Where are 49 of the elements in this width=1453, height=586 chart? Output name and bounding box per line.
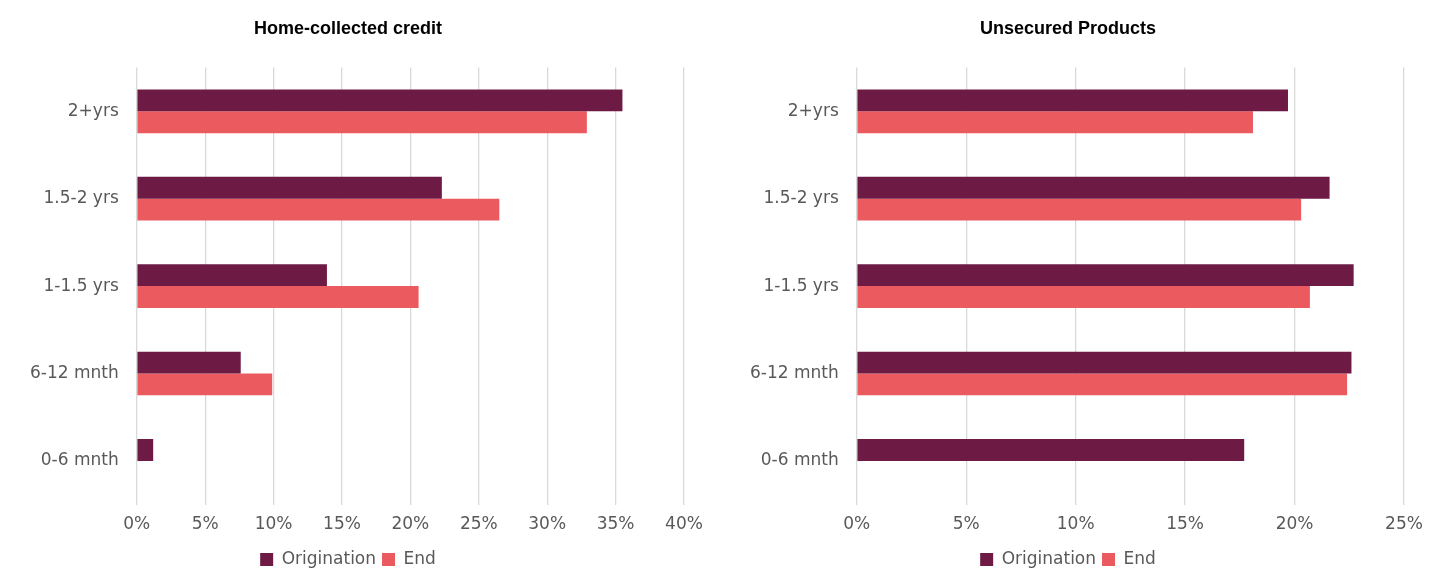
bar: [857, 89, 1288, 112]
legend-label: Origination: [281, 547, 377, 568]
bar: [137, 373, 273, 396]
bar: [137, 351, 241, 374]
bar: [857, 176, 1330, 199]
x-tick-label: 30%: [528, 513, 567, 534]
x-tick-label: 0%: [843, 513, 871, 534]
bar: [137, 89, 623, 112]
y-tick-label: 6-12 mnth: [749, 361, 839, 382]
x-tick-label: 5%: [952, 513, 980, 534]
x-tick-label: 10%: [1056, 513, 1095, 534]
bar: [137, 439, 154, 461]
x-tick-label: 25%: [459, 513, 498, 534]
y-tick-label: 1-1.5 yrs: [763, 274, 839, 295]
y-tick-label: 1-1.5 yrs: [43, 274, 119, 295]
x-tick-label: 40%: [665, 513, 703, 534]
x-tick-label: 0%: [123, 513, 151, 534]
x-tick-label: 35%: [596, 513, 635, 534]
x-tick-label: 15%: [323, 513, 361, 534]
bar: [857, 373, 1348, 396]
x-tick-label: 10%: [254, 513, 293, 534]
x-tick-label: 20%: [391, 513, 430, 534]
y-tick-label: 2+yrs: [787, 99, 839, 120]
bar: [857, 198, 1302, 221]
legend-label: End: [403, 547, 436, 568]
x-tick-label: 5%: [191, 513, 219, 534]
y-tick-label: 0-6 mnth: [760, 449, 839, 470]
y-tick-label: 0-6 mnth: [40, 449, 119, 470]
y-tick-label: 6-12 mnth: [29, 361, 119, 382]
bar: [137, 176, 442, 199]
bar: [137, 111, 587, 134]
bar: [857, 439, 1245, 461]
chart-title: Home-collected credit: [253, 17, 443, 38]
legend-label: Origination: [1001, 547, 1097, 568]
bar: [137, 286, 419, 308]
chart-title: Unsecured Products: [979, 17, 1157, 38]
y-tick-label: 2+yrs: [67, 99, 119, 120]
bar: [137, 198, 500, 221]
bar: [857, 286, 1310, 308]
x-tick-label: 25%: [1385, 513, 1423, 534]
bar: [857, 351, 1352, 374]
legend-label: End: [1123, 547, 1156, 568]
bar: [137, 264, 327, 287]
y-tick-label: 1.5-2 yrs: [763, 187, 839, 208]
x-tick-label: 20%: [1275, 513, 1314, 534]
bar: [857, 264, 1354, 287]
y-tick-label: 1.5-2 yrs: [43, 187, 119, 208]
bar: [857, 111, 1253, 134]
x-tick-label: 15%: [1166, 513, 1204, 534]
